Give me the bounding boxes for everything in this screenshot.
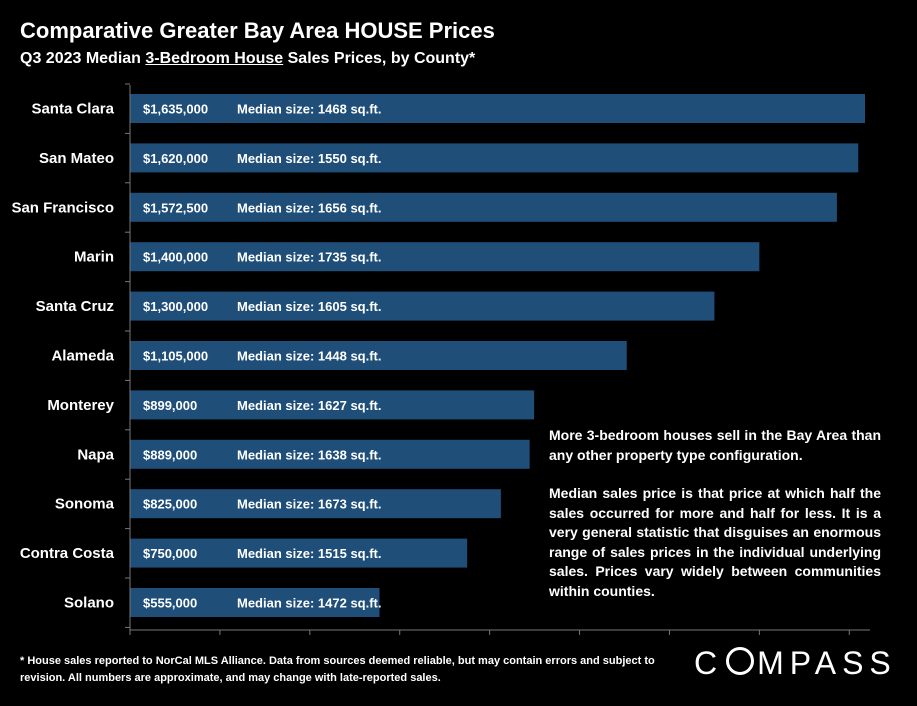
value-label: $750,000: [143, 546, 197, 561]
value-label: $1,400,000: [143, 250, 208, 265]
size-label: Median size: 1627 sq.ft.: [237, 398, 382, 413]
bar-monterey: [130, 390, 535, 420]
compass-logo: C MPASS: [694, 645, 897, 682]
logo-o-ring: [726, 647, 755, 675]
value-label: $1,300,000: [143, 299, 208, 314]
value-label: $1,635,000: [143, 102, 208, 117]
value-label: $889,000: [143, 447, 197, 462]
bar-alameda: [130, 341, 627, 370]
value-label: $1,620,000: [143, 151, 208, 166]
logo-letters: MPASS: [757, 645, 897, 681]
bar-santa-cruz: [130, 291, 715, 321]
size-label: Median size: 1735 sq.ft.: [237, 250, 382, 265]
subtitle-suffix: Sales Prices, by County*: [283, 50, 476, 67]
value-label: $899,000: [143, 398, 197, 413]
chart-title: Comparative Greater Bay Area HOUSE Price…: [20, 18, 495, 43]
bar-napa: [130, 439, 530, 469]
bars-group: Santa Clara $1,635,000 Median size: 1468 s…: [11, 94, 865, 617]
category-label: Monterey: [47, 397, 114, 414]
note-paragraph-2: Median sales price is that price at whic…: [549, 485, 881, 599]
value-label: $825,000: [143, 497, 197, 512]
bar-sonoma: [130, 489, 501, 519]
subtitle-underlined: 3-Bedroom House: [145, 50, 284, 67]
category-label: Santa Cruz: [36, 298, 114, 315]
bar-san-mateo: [130, 143, 859, 173]
footnote: * House sales reported to NorCal MLS All…: [20, 655, 655, 684]
category-label: Sonoma: [55, 496, 115, 513]
category-label: Napa: [77, 446, 114, 463]
bar-marin: [130, 242, 760, 272]
category-label: Contra Costa: [20, 545, 115, 562]
size-label: Median size: 1515 sq.ft.: [237, 546, 382, 561]
size-label: Median size: 1468 sq.ft.: [237, 102, 382, 117]
note-paragraph-1: More 3-bedroom houses sell in the Bay Ar…: [549, 427, 881, 463]
size-label: Median size: 1638 sq.ft.: [237, 447, 382, 462]
category-label: San Francisco: [11, 199, 114, 216]
bar-solano: [130, 588, 380, 617]
category-label: Alameda: [51, 348, 114, 365]
size-label: Median size: 1605 sq.ft.: [237, 299, 382, 314]
bar-chart: Santa Clara $1,635,000 Median size: 1468 s…: [11, 83, 870, 635]
x-axis: [125, 83, 870, 635]
explanatory-note: More 3-bedroom houses sell in the Bay Ar…: [549, 426, 881, 620]
category-label: San Mateo: [39, 150, 114, 167]
size-label: Median size: 1673 sq.ft.: [237, 497, 382, 512]
size-label: Median size: 1656 sq.ft.: [237, 200, 382, 215]
subtitle-prefix: Q3 2023 Median: [20, 50, 146, 67]
bar-contra-costa: [130, 538, 468, 568]
bar-san-francisco: [130, 192, 837, 222]
value-label: $1,572,500: [143, 200, 208, 215]
value-label: $1,105,000: [143, 349, 208, 364]
category-label: Santa Clara: [31, 101, 114, 118]
value-label: $555,000: [143, 596, 197, 611]
size-label: Median size: 1448 sq.ft.: [237, 349, 382, 364]
category-label: Marin: [74, 249, 114, 266]
size-label: Median size: 1550 sq.ft.: [237, 151, 382, 166]
category-label: Solano: [64, 595, 114, 612]
logo-letter-c: C: [694, 645, 724, 681]
size-label: Median size: 1472 sq.ft.: [237, 596, 382, 611]
chart-subtitle: Q3 2023 Median 3-Bedroom House Sales Pri…: [20, 50, 475, 68]
bar-santa-clara: [130, 94, 865, 123]
